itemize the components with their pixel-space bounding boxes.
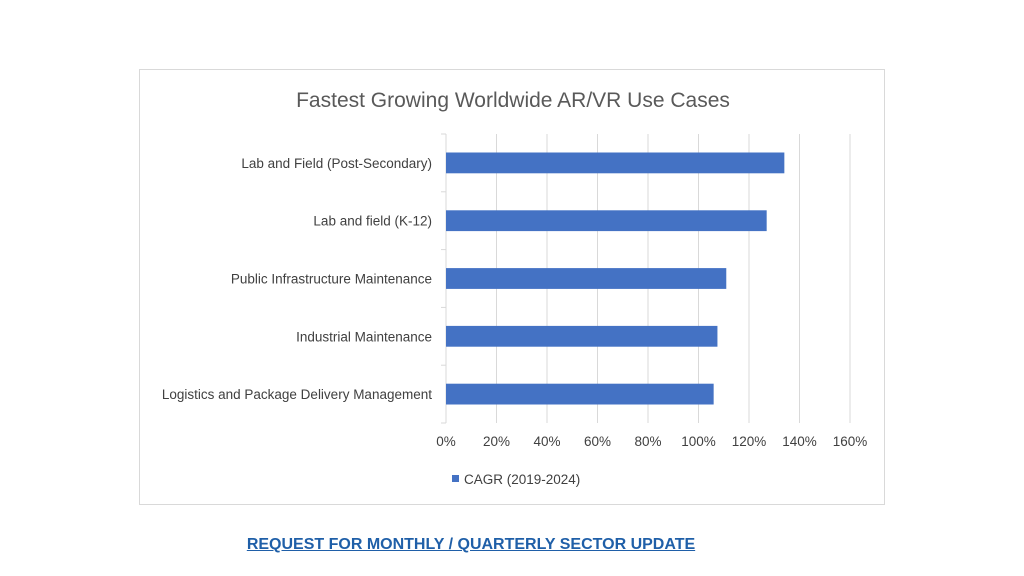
category-label: Logistics and Package Delivery Managemen… xyxy=(162,387,432,402)
x-tick-label: 0% xyxy=(436,434,456,449)
chart-title: Fastest Growing Worldwide AR/VR Use Case… xyxy=(296,89,730,112)
category-label: Lab and field (K-12) xyxy=(313,214,432,229)
category-labels: Lab and Field (Post-Secondary) Lab and fi… xyxy=(162,156,432,402)
x-tick-label: 120% xyxy=(732,434,767,449)
x-tick-label: 60% xyxy=(584,434,611,449)
bar xyxy=(446,210,767,232)
x-tick-label: 140% xyxy=(782,434,817,449)
bar-chart: Fastest Growing Worldwide AR/VR Use Case… xyxy=(162,89,867,487)
bars xyxy=(446,152,785,405)
legend-swatch xyxy=(452,475,459,482)
x-tick-label: 40% xyxy=(533,434,560,449)
category-label: Industrial Maintenance xyxy=(296,329,432,344)
category-label: Public Infrastructure Maintenance xyxy=(231,272,432,287)
x-tick-label: 80% xyxy=(634,434,661,449)
request-sector-update-link[interactable]: REQUEST FOR MONTHLY / QUARTERLY SECTOR U… xyxy=(246,536,696,553)
legend: CAGR (2019-2024) xyxy=(452,472,580,487)
bar xyxy=(446,383,714,405)
x-tick-label: 160% xyxy=(833,434,868,449)
bar xyxy=(446,268,727,289)
chart-container: Fastest Growing Worldwide AR/VR Use Case… xyxy=(139,69,885,505)
x-tick-label: 20% xyxy=(483,434,510,449)
bar xyxy=(446,325,718,347)
x-tick-label: 100% xyxy=(681,434,716,449)
bar xyxy=(446,152,785,174)
legend-label: CAGR (2019-2024) xyxy=(464,472,580,487)
x-tick-labels: 0% 20% 40% 60% 80% 100% 120% 140% 160% xyxy=(436,434,867,449)
category-label: Lab and Field (Post-Secondary) xyxy=(241,156,432,171)
